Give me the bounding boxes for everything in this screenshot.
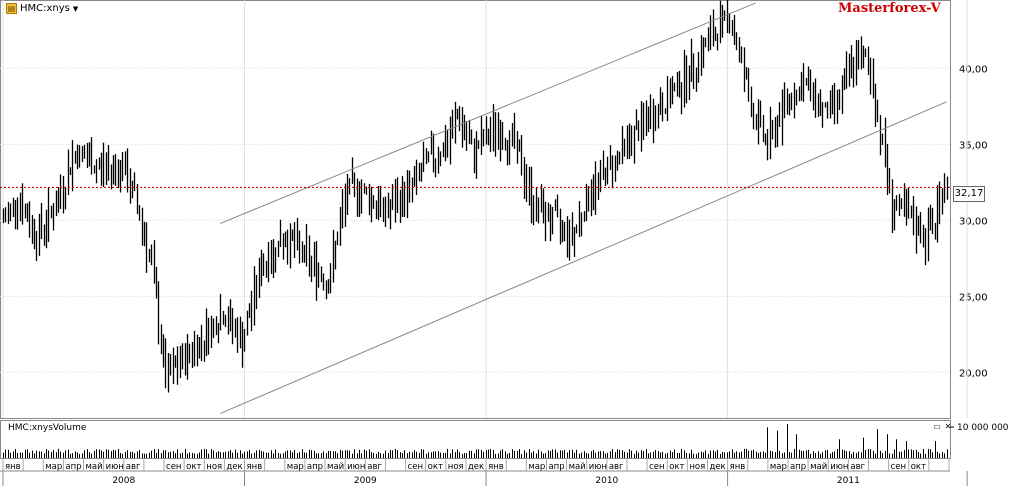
symbol-selector[interactable]: ▤ HMC:xnys ▼ bbox=[6, 3, 78, 14]
y-tick-label: 40,00 bbox=[959, 64, 988, 75]
month-label: апр bbox=[548, 462, 564, 472]
month-label: янв bbox=[488, 462, 504, 472]
month-label: окт bbox=[186, 462, 201, 472]
month-label: ноя bbox=[448, 462, 464, 472]
year-label: 2009 bbox=[354, 476, 377, 486]
month-label: май bbox=[569, 462, 586, 472]
month-label: май bbox=[810, 462, 827, 472]
month-label: окт bbox=[669, 462, 684, 472]
y-tick-label: 30,00 bbox=[959, 216, 988, 227]
y-tick-label: 20,00 bbox=[959, 368, 988, 379]
month-label: окт bbox=[428, 462, 443, 472]
month-label: июн bbox=[589, 462, 607, 472]
month-label: мар bbox=[287, 462, 304, 472]
month-label: янв bbox=[730, 462, 746, 472]
chevron-down-icon[interactable]: ▼ bbox=[72, 4, 79, 13]
price-panel-frame bbox=[0, 0, 951, 419]
month-label: сен bbox=[408, 462, 423, 472]
year-label: 2011 bbox=[837, 476, 860, 486]
volume-panel-title: HMC:xnysVolume bbox=[8, 423, 87, 433]
month-label: авг bbox=[609, 462, 624, 472]
brand-watermark: Masterforex-V bbox=[838, 1, 941, 16]
month-label: сен bbox=[649, 462, 664, 472]
channel-lower-line bbox=[220, 101, 947, 414]
year-label: 2010 bbox=[595, 476, 618, 486]
month-label: янв bbox=[5, 462, 21, 472]
month-label: дек bbox=[709, 462, 725, 472]
month-label: июн bbox=[106, 462, 124, 472]
month-label: май bbox=[86, 462, 103, 472]
month-label: мар bbox=[770, 462, 787, 472]
month-label: дек bbox=[226, 462, 242, 472]
channel-upper-line bbox=[220, 2, 756, 224]
year-label: 2008 bbox=[112, 476, 135, 486]
month-label: июн bbox=[347, 462, 365, 472]
last-price-label: 32,17 bbox=[953, 186, 985, 202]
y-tick-label: 25,00 bbox=[959, 292, 988, 303]
month-label: апр bbox=[790, 462, 806, 472]
month-label: май bbox=[327, 462, 344, 472]
y-tick-label: 35,00 bbox=[959, 140, 988, 151]
close-icon[interactable]: ✕ bbox=[944, 422, 952, 431]
month-label: окт bbox=[911, 462, 926, 472]
symbol-label: HMC:xnys bbox=[20, 3, 70, 14]
month-label: мар bbox=[528, 462, 545, 472]
month-label: сен bbox=[891, 462, 906, 472]
month-label: дек bbox=[468, 462, 484, 472]
month-label: апр bbox=[307, 462, 323, 472]
month-label: янв bbox=[247, 462, 263, 472]
month-label: авг bbox=[367, 462, 382, 472]
month-label: апр bbox=[65, 462, 81, 472]
month-label: июн bbox=[830, 462, 848, 472]
minimize-icon[interactable]: ▭ bbox=[933, 422, 941, 431]
month-label: сен bbox=[166, 462, 181, 472]
month-label: мар bbox=[45, 462, 62, 472]
month-label: авг bbox=[850, 462, 865, 472]
volume-axis-label: 10 000 000 bbox=[957, 423, 1009, 433]
month-label: авг bbox=[126, 462, 141, 472]
month-label: ноя bbox=[689, 462, 705, 472]
month-label: ноя bbox=[206, 462, 222, 472]
volume-panel-frame bbox=[0, 420, 951, 459]
chart-icon: ▤ bbox=[6, 3, 17, 14]
